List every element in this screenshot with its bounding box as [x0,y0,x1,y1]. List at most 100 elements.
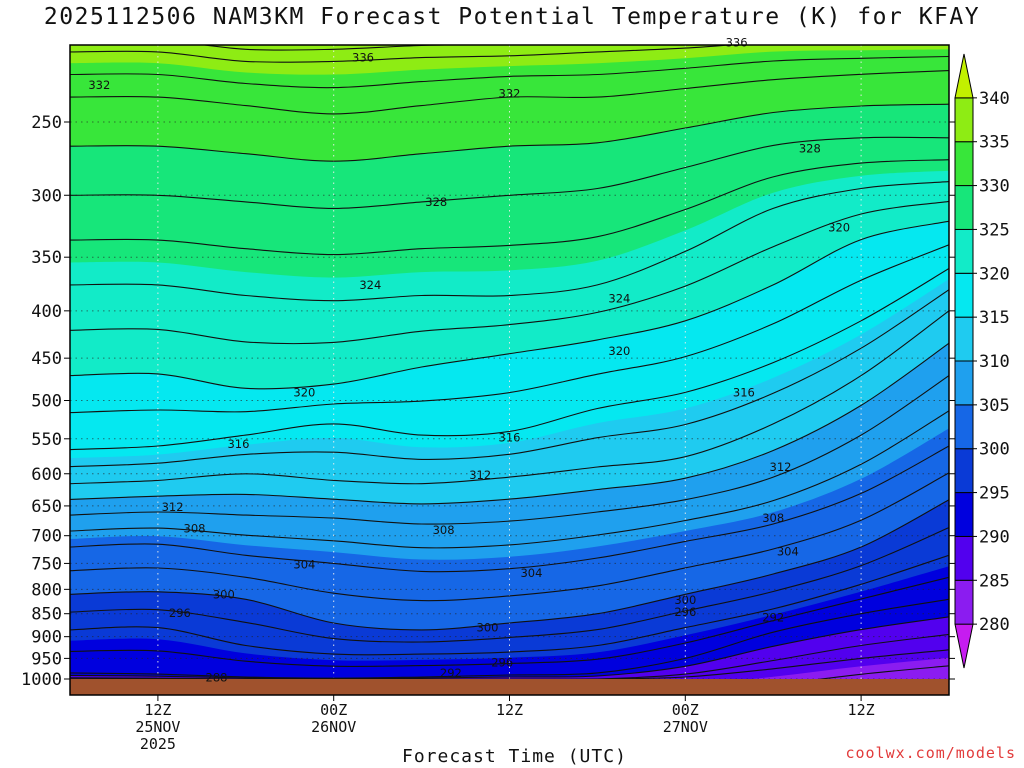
isentrope-338 [201,45,474,51]
isentrope-330 [70,103,949,162]
isentrope-314 [70,289,949,468]
contour-label-324: 324 [608,292,630,306]
x-tick-label-6-1: 25NOV [135,718,180,736]
contour-label-304: 304 [520,566,542,580]
isentrope-316 [70,268,949,451]
isentrope-344 [70,0,949,14]
x-tick-label-18-0: 00Z [320,701,347,719]
colorbar-label-310: 310 [979,352,1010,372]
isentrope-322 [70,200,949,345]
colorbar-swatch-295 [954,448,974,494]
isentrope-292 [70,598,949,679]
band-fill-335 [70,45,949,75]
isentrope-324 [70,181,949,302]
isentrope-300 [70,499,949,631]
colorbar-label-295: 295 [979,484,1010,504]
colorbar-label-315: 315 [979,308,1010,328]
colorbar-label-290: 290 [979,527,1010,547]
contour-label-312: 312 [469,468,491,482]
x-tick-label-42-1: 27NOV [663,718,708,736]
y-tick-label-650: 650 [31,497,62,517]
band-fill-340 [65,18,954,40]
colorbar-swatch-above-340 [954,53,974,99]
isentrope-310 [70,342,949,505]
y-tick-label-550: 550 [31,430,62,450]
y-tick-label-850: 850 [31,605,62,625]
contour-label-324: 324 [359,278,381,292]
contour-label-320: 320 [828,220,850,234]
colorbar-swatch-330 [954,141,974,187]
contour-label-292: 292 [440,666,462,680]
contour-label-328: 328 [425,195,447,209]
isentrope-308 [70,375,949,525]
isentrope-306 [70,410,949,549]
x-tick-label-18-1: 26NOV [311,718,356,736]
isentrope-318 [70,244,949,414]
contour-label-312: 312 [770,460,792,474]
y-axis-ticks: 250 300 350 400 450 500 550 600 650 700 750 800 850 9… [21,113,955,690]
colorbar-swatch-320 [954,228,974,274]
contour-label-312: 312 [162,500,184,514]
colorbar-swatch-300 [954,404,974,450]
chart-title: 2025112506 NAM3KM Forecast Potential Tem… [43,4,981,30]
contour-label-328: 328 [799,141,821,155]
colorbar-swatch-below-280 [954,623,974,669]
x-tick-label-30-0: 12Z [496,701,523,719]
y-tick-label-400: 400 [31,302,62,322]
contour-label-320: 320 [608,344,630,358]
colorbar-swatch-305 [954,360,974,406]
contour-label-308: 308 [762,511,784,525]
colorbar-swatch-315 [954,272,974,318]
colorbar-swatch-335 [954,97,974,143]
isentrope-302 [70,472,949,602]
colorbar: 280 285 290 295 300 305 310 315 320 325 330 335 340 [954,53,1010,669]
colorbar-swatch-290 [954,492,974,537]
colorbar-label-335: 335 [979,133,1010,153]
isentrope-340 [70,18,949,38]
contour-label-296: 296 [491,656,513,670]
colorbar-label-300: 300 [979,440,1010,460]
y-tick-label-900: 900 [31,628,62,648]
x-tick-label-6-0: 12Z [144,701,171,719]
colorbar-swatch-310 [954,316,974,362]
contour-label-296: 296 [169,606,191,620]
colorbar-label-285: 285 [979,571,1010,591]
contour-label-336: 336 [726,35,748,49]
isentrope-332 [70,70,949,115]
contour-label-304: 304 [777,544,799,558]
contour-label-336: 336 [352,51,374,65]
colorbar-label-280: 280 [979,615,1010,635]
isentrope-312 [70,310,949,485]
isentrope-328 [70,136,949,209]
isentrope-336 [70,45,736,63]
x-tick-label-42-0: 00Z [672,701,699,719]
colorbar-label-305: 305 [979,396,1010,416]
colorbar-label-330: 330 [979,177,1010,197]
contour-label-316: 316 [733,385,755,399]
contour-label-308: 308 [433,523,455,537]
colorbar-label-320: 320 [979,264,1010,284]
contour-label-300: 300 [477,621,499,635]
x-tick-label-54-0: 12Z [848,701,875,719]
isentrope-304 [70,445,949,573]
isentrope-342 [70,5,949,25]
contour-label-332: 332 [88,78,110,92]
x-axis-label: Forecast Time (UTC) [402,746,627,767]
contour-label-316: 316 [227,437,249,451]
isentrope-290 [70,616,949,680]
contour-label-288: 288 [206,670,228,684]
contour-label-332: 332 [499,87,521,101]
y-tick-label-950: 950 [31,649,62,669]
y-tick-label-300: 300 [31,186,62,206]
y-tick-label-750: 750 [31,554,62,574]
contour-label-316: 316 [499,430,521,444]
y-tick-label-450: 450 [31,349,62,369]
contour-label-300: 300 [213,587,235,601]
y-tick-label-250: 250 [31,113,62,133]
isentrope-320 [70,220,949,390]
isentrope-334 [70,55,949,89]
credit-link[interactable]: coolwx.com/models [845,744,1016,762]
contour-label-304: 304 [293,557,315,571]
contour-label-296: 296 [674,605,696,619]
